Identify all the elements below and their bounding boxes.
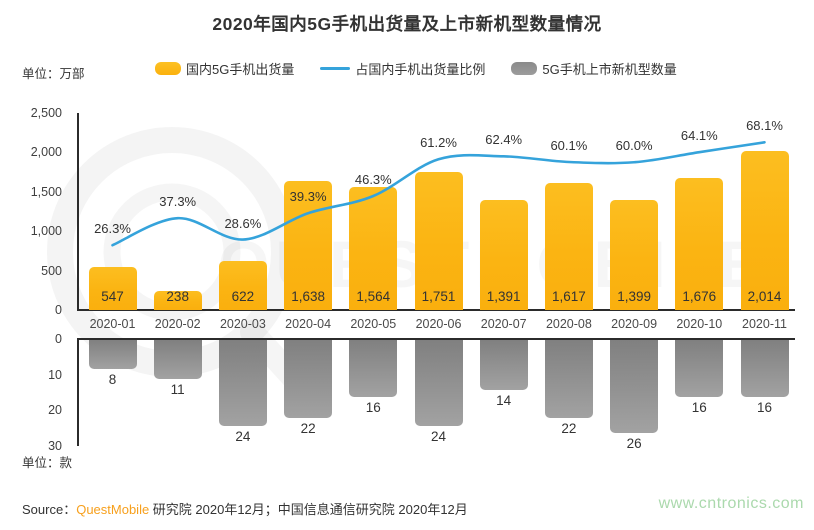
gray-bar-swatch-icon (511, 62, 537, 75)
new-model-bar (480, 340, 528, 390)
new-model-value-label: 22 (276, 421, 340, 437)
share-pct-label: 62.4% (469, 132, 539, 148)
shipment-value-label: 1,399 (602, 289, 666, 305)
new-model-bar (545, 340, 593, 418)
shipment-value-label: 1,391 (472, 289, 536, 305)
month-label: 2020-09 (599, 317, 669, 332)
new-model-value-label: 11 (146, 382, 210, 398)
shipment-value-label: 1,617 (537, 289, 601, 305)
shipment-value-label: 1,638 (276, 289, 340, 305)
shipment-bar (741, 151, 789, 310)
questmobile-brand: QuestMobile (76, 502, 149, 517)
bottom-y-tick-label: 10 (0, 367, 62, 383)
share-pct-label: 64.1% (664, 128, 734, 144)
share-pct-label: 28.6% (208, 216, 278, 232)
shipment-value-label: 1,751 (407, 289, 471, 305)
share-pct-label: 61.2% (404, 135, 474, 151)
share-pct-label: 68.1% (730, 118, 800, 134)
new-model-bar (89, 340, 137, 369)
month-label: 2020-04 (273, 317, 343, 332)
month-label: 2020-02 (143, 317, 213, 332)
new-model-value-label: 14 (472, 393, 536, 409)
legend-item-new-models: 5G手机上市新机型数量 (511, 59, 676, 78)
top-y-tick-label: 2,500 (0, 105, 62, 121)
new-model-bar (741, 340, 789, 397)
source-note: Source：QuestMobile 研究院 2020年12月；中国信息通信研究… (22, 499, 468, 518)
source-suffix: 研究院 2020年12月；中国信息通信研究院 2020年12月 (149, 502, 468, 517)
top-y-tick-label: 500 (0, 263, 62, 279)
share-pct-label: 60.0% (599, 138, 669, 154)
month-label: 2020-03 (208, 317, 278, 332)
new-model-value-label: 8 (81, 372, 145, 388)
blue-line-swatch-icon (320, 67, 350, 70)
new-model-value-label: 24 (407, 429, 471, 445)
yellow-bar-swatch-icon (155, 62, 181, 75)
unit-label-bottom: 单位：款 (22, 452, 72, 471)
bottom-y-tick-label: 0 (0, 331, 62, 347)
new-model-bar (675, 340, 723, 397)
share-pct-label: 37.3% (143, 194, 213, 210)
new-model-value-label: 26 (602, 436, 666, 452)
new-model-bar (219, 340, 267, 426)
share-pct-label: 39.3% (273, 189, 343, 205)
bottom-y-tick-label: 20 (0, 402, 62, 418)
shipment-value-label: 1,564 (341, 289, 405, 305)
legend-item-shipments: 国内5G手机出货量 (155, 59, 294, 78)
new-model-value-label: 16 (341, 400, 405, 416)
new-model-bar (415, 340, 463, 426)
month-label: 2020-11 (730, 317, 800, 332)
shipment-value-label: 547 (81, 289, 145, 305)
page-title: 2020年国内5G手机出货量及上市新机型数量情况 (0, 11, 814, 36)
share-pct-label: 46.3% (338, 172, 408, 188)
month-label: 2020-05 (338, 317, 408, 332)
new-model-value-label: 24 (211, 429, 275, 445)
shipment-value-label: 622 (211, 289, 275, 305)
site-link[interactable]: www.cntronics.com (659, 495, 804, 513)
bottom-chart-y-axis (77, 338, 79, 446)
chart-canvas: QUESTMOBILE 2020年国内5G手机出货量及上市新机型数量情况 单位：… (0, 0, 814, 530)
share-pct-label: 26.3% (78, 221, 148, 237)
month-label: 2020-10 (664, 317, 734, 332)
top-y-tick-label: 1,500 (0, 184, 62, 200)
new-model-value-label: 22 (537, 421, 601, 437)
month-label: 2020-08 (534, 317, 604, 332)
top-y-tick-label: 1,000 (0, 223, 62, 239)
legend-label: 5G手机上市新机型数量 (542, 59, 676, 78)
top-chart-y-axis (77, 113, 79, 310)
share-pct-label: 60.1% (534, 138, 604, 154)
legend-item-share-line: 占国内手机出货量比例 (320, 59, 485, 78)
legend-label: 国内5G手机出货量 (186, 59, 294, 78)
month-label: 2020-07 (469, 317, 539, 332)
new-model-bar (154, 340, 202, 379)
new-model-value-label: 16 (733, 400, 797, 416)
shipment-value-label: 1,676 (667, 289, 731, 305)
top-y-tick-label: 0 (0, 302, 62, 318)
source-prefix: Source： (22, 502, 76, 517)
month-label: 2020-06 (404, 317, 474, 332)
legend-label: 占国内手机出货量比例 (355, 59, 485, 78)
shipment-value-label: 2,014 (733, 289, 797, 305)
unit-label-top: 单位：万部 (22, 63, 85, 82)
new-model-value-label: 16 (667, 400, 731, 416)
top-y-tick-label: 2,000 (0, 144, 62, 160)
shipment-value-label: 238 (146, 289, 210, 305)
month-label: 2020-01 (78, 317, 148, 332)
new-model-bar (610, 340, 658, 433)
new-model-bar (284, 340, 332, 418)
legend: 国内5G手机出货量 占国内手机出货量比例 5G手机上市新机型数量 (155, 59, 677, 78)
new-model-bar (349, 340, 397, 397)
